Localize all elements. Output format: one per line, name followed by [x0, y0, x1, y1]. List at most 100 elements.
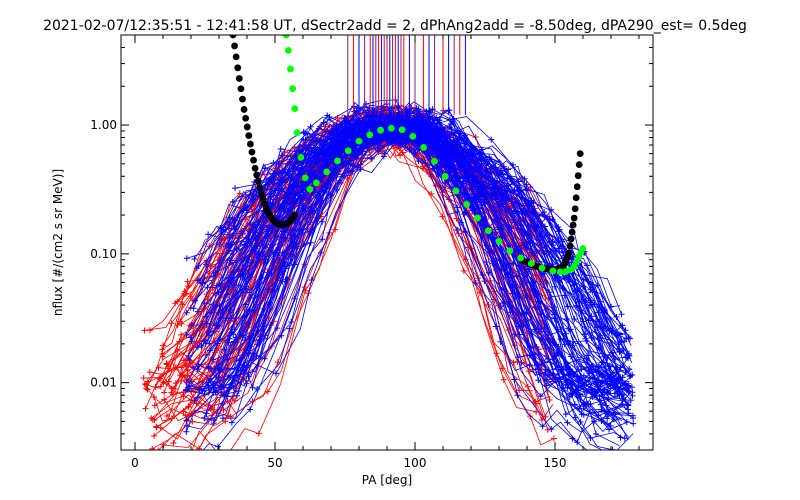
- blue-point: [225, 240, 232, 247]
- blue-point: [218, 383, 225, 390]
- red-point: [236, 190, 243, 197]
- blue-point: [203, 320, 210, 327]
- blue-point: [262, 257, 269, 264]
- blue-point: [478, 190, 485, 197]
- blue-point: [572, 414, 579, 421]
- red-point: [161, 396, 168, 403]
- blue-point: [332, 152, 339, 159]
- blue-point: [620, 347, 627, 354]
- blue-point: [231, 223, 238, 230]
- red-point: [159, 353, 166, 360]
- blue-point: [351, 150, 358, 157]
- blue-point: [185, 352, 192, 359]
- series-point: [291, 105, 299, 113]
- blue-point: [434, 137, 441, 144]
- series-point: [243, 123, 251, 131]
- red-point: [460, 267, 467, 274]
- blue-point: [205, 231, 212, 238]
- red-point: [170, 391, 177, 398]
- blue-curve: [227, 122, 621, 378]
- blue-point: [191, 255, 198, 262]
- blue-point: [595, 309, 602, 316]
- blue-point: [415, 158, 422, 165]
- red-point: [180, 357, 187, 364]
- red-point: [141, 381, 148, 388]
- series-point: [463, 200, 471, 208]
- red-point: [151, 416, 158, 423]
- blue-curve: [208, 120, 629, 441]
- blue-point: [510, 161, 517, 168]
- blue-point: [251, 248, 258, 255]
- blue-point: [518, 359, 525, 366]
- blue-point: [191, 397, 198, 404]
- red-point: [181, 288, 188, 295]
- red-point: [184, 366, 191, 373]
- blue-point: [445, 164, 452, 171]
- blue-point: [187, 334, 194, 341]
- blue-point: [216, 323, 223, 330]
- blue-point: [583, 262, 590, 269]
- blue-point: [194, 365, 201, 372]
- red-point: [149, 445, 156, 450]
- blue-point: [342, 124, 349, 131]
- red-point: [500, 376, 507, 383]
- series-point: [573, 183, 581, 191]
- blue-point: [553, 341, 560, 348]
- blue-point: [630, 420, 637, 427]
- red-point: [146, 369, 153, 376]
- series-point: [237, 85, 245, 93]
- blue-point: [618, 311, 625, 318]
- red-point: [168, 320, 175, 327]
- blue-point: [621, 380, 628, 387]
- red-point: [141, 327, 148, 334]
- blue-point: [239, 332, 246, 339]
- blue-point: [427, 140, 434, 147]
- series-0: [229, 35, 298, 229]
- blue-point: [530, 199, 537, 206]
- red-point: [153, 423, 160, 430]
- red-point: [419, 163, 426, 170]
- blue-point: [495, 186, 502, 193]
- x-tick-label: 100: [404, 456, 427, 470]
- series-point: [484, 227, 492, 235]
- red-point: [142, 405, 149, 412]
- blue-point: [380, 153, 387, 160]
- blue-point: [216, 367, 223, 374]
- red-point: [160, 457, 166, 463]
- blue-curve: [220, 108, 629, 346]
- blue-point: [604, 390, 611, 397]
- blue-point: [254, 243, 261, 250]
- series-point: [229, 35, 237, 39]
- series-point: [287, 65, 294, 73]
- red-point: [206, 243, 213, 250]
- blue-point: [534, 223, 541, 230]
- blue-point: [215, 374, 222, 381]
- series-point: [387, 124, 395, 132]
- red-point: [255, 430, 262, 437]
- red-point: [161, 389, 168, 396]
- blue-point: [621, 435, 628, 442]
- blue-point: [500, 263, 507, 270]
- blue-point: [492, 257, 499, 264]
- series-point: [297, 153, 305, 161]
- blue-point: [218, 280, 225, 287]
- blue-point: [300, 240, 307, 247]
- red-point: [140, 374, 147, 381]
- blue-point: [507, 309, 514, 316]
- blue-point: [246, 289, 253, 296]
- blue-point: [196, 386, 203, 393]
- blue-point: [301, 215, 308, 222]
- blue-point: [626, 335, 633, 342]
- blue-point: [497, 303, 504, 310]
- blue-point: [256, 280, 263, 287]
- axes-layer: 0 50 100 150 0.01 0.10 1.00: [90, 34, 653, 470]
- blue-point: [608, 328, 615, 335]
- blue-point: [607, 422, 614, 429]
- red-point: [302, 287, 309, 294]
- series-point: [549, 267, 557, 275]
- red-point: [550, 435, 557, 442]
- red-point: [264, 388, 271, 395]
- blue-point: [205, 416, 212, 423]
- blue-point: [413, 142, 420, 149]
- blue-point: [454, 226, 461, 233]
